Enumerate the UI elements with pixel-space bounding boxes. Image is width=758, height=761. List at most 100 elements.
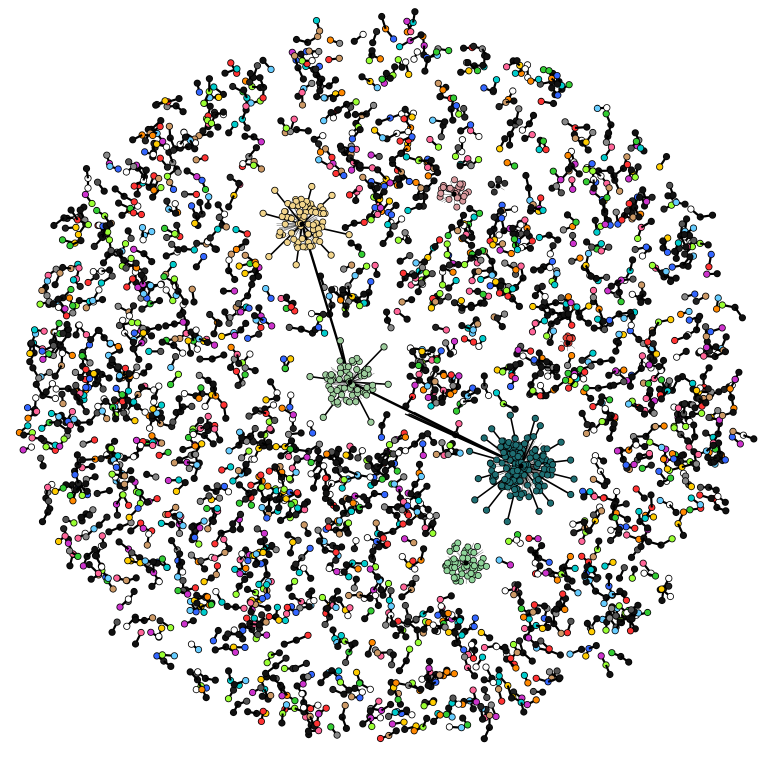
small-component — [610, 153, 631, 180]
node — [194, 645, 203, 654]
node — [442, 710, 451, 719]
node — [290, 577, 299, 585]
node — [627, 144, 635, 152]
node — [660, 422, 668, 430]
node — [335, 39, 344, 47]
node — [432, 511, 440, 520]
node — [384, 579, 393, 588]
node — [395, 43, 404, 51]
node — [238, 434, 246, 442]
node — [173, 221, 181, 229]
node — [375, 118, 383, 126]
node — [175, 476, 183, 484]
node — [305, 603, 313, 611]
node — [509, 87, 517, 95]
node — [714, 294, 722, 302]
node — [186, 606, 194, 615]
small-component — [292, 506, 309, 519]
node — [236, 570, 244, 578]
node — [105, 374, 113, 382]
node — [401, 433, 409, 441]
node — [222, 414, 230, 422]
node — [253, 525, 261, 533]
node — [282, 124, 290, 132]
node — [679, 531, 688, 540]
node — [32, 407, 41, 416]
node — [306, 544, 314, 552]
node — [332, 459, 340, 467]
node — [78, 456, 87, 464]
node — [360, 218, 368, 226]
node — [568, 321, 576, 329]
node — [635, 452, 644, 460]
node — [497, 214, 506, 222]
node — [195, 371, 203, 379]
node — [220, 535, 228, 544]
node — [431, 386, 439, 394]
node — [263, 659, 271, 667]
node — [519, 352, 527, 360]
node — [283, 603, 291, 612]
node — [415, 460, 424, 468]
node — [429, 698, 437, 707]
node — [470, 622, 478, 631]
node — [457, 68, 465, 76]
node — [612, 347, 620, 355]
node — [373, 84, 381, 92]
node — [463, 721, 472, 729]
node — [458, 631, 466, 639]
node — [35, 374, 43, 382]
node — [529, 111, 538, 120]
node — [387, 661, 396, 669]
node — [133, 403, 141, 411]
node — [384, 712, 393, 721]
node — [495, 289, 504, 297]
node — [153, 495, 161, 503]
node — [152, 473, 160, 481]
node — [365, 455, 373, 463]
node — [578, 552, 586, 560]
node — [201, 565, 209, 573]
node — [443, 240, 451, 248]
node — [381, 466, 389, 474]
node — [412, 193, 420, 202]
node — [532, 696, 540, 704]
node — [98, 295, 107, 304]
node — [518, 126, 527, 134]
node — [214, 123, 222, 131]
node — [377, 433, 386, 441]
node — [88, 199, 96, 208]
node — [631, 524, 639, 532]
node — [167, 363, 175, 372]
node — [623, 531, 631, 539]
node — [284, 531, 292, 539]
node — [304, 727, 313, 735]
node — [97, 279, 106, 287]
node — [226, 173, 234, 181]
node — [240, 604, 248, 612]
node — [540, 317, 549, 325]
node — [538, 624, 547, 633]
node — [74, 230, 83, 239]
node — [465, 67, 473, 75]
node — [410, 539, 418, 547]
node — [449, 94, 458, 102]
node — [602, 110, 610, 118]
node — [94, 178, 102, 186]
node — [76, 282, 84, 291]
node — [307, 309, 316, 318]
node — [54, 537, 63, 546]
node — [275, 649, 283, 657]
node — [351, 271, 359, 280]
node — [167, 624, 175, 632]
node — [630, 565, 639, 573]
node — [578, 409, 586, 417]
node — [76, 206, 84, 214]
node — [414, 288, 422, 296]
node — [267, 294, 275, 302]
node — [480, 735, 488, 743]
node — [425, 657, 434, 665]
node — [38, 518, 47, 526]
node — [127, 234, 135, 242]
node — [589, 128, 597, 137]
